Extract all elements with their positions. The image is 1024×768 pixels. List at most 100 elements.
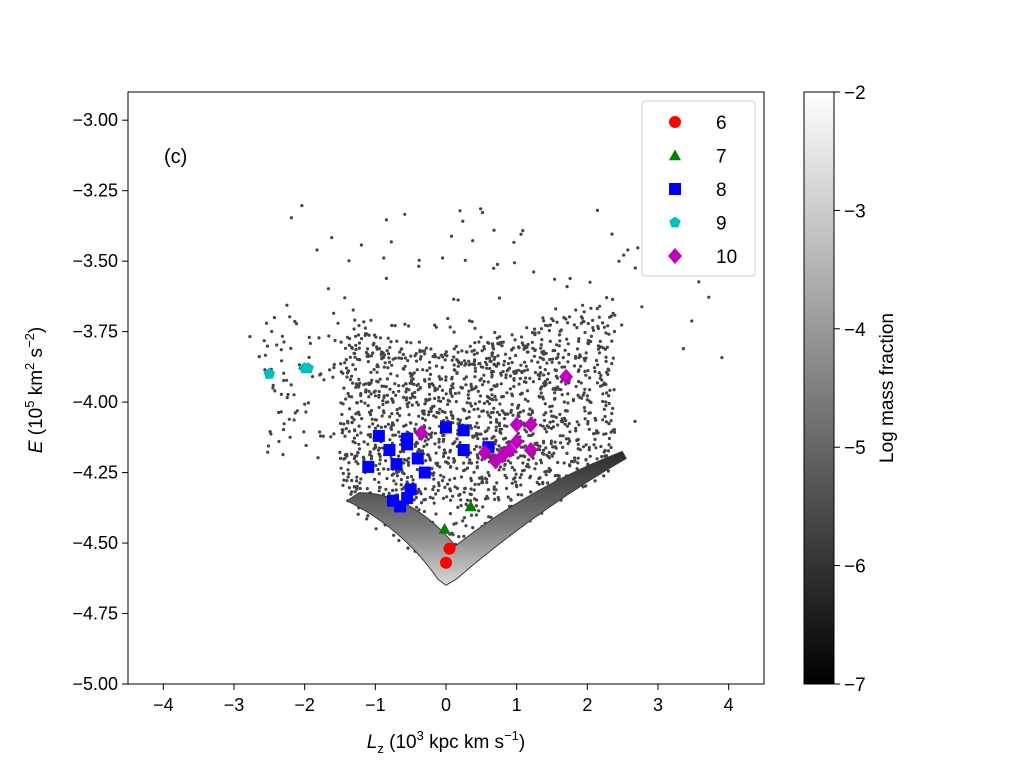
legend-marker-8 — [669, 183, 681, 195]
background-particle — [601, 392, 605, 396]
background-particle — [352, 436, 356, 440]
background-particle — [434, 512, 438, 516]
background-particle — [607, 332, 611, 336]
background-particle — [597, 315, 601, 319]
background-particle — [588, 411, 592, 415]
background-particle — [497, 413, 502, 417]
background-particle — [604, 359, 608, 363]
background-particle — [413, 444, 418, 448]
legend-box — [641, 100, 756, 277]
panel-label: (c) — [164, 146, 187, 168]
background-particle — [544, 411, 548, 415]
background-particle — [451, 494, 455, 498]
background-particle — [332, 362, 336, 367]
background-particle — [602, 407, 606, 411]
data-point-group-9 — [263, 367, 275, 379]
background-particle — [367, 425, 371, 429]
background-particle — [452, 522, 456, 526]
background-particle — [417, 487, 421, 491]
background-particle — [405, 402, 409, 406]
background-particle — [574, 429, 578, 433]
background-particle — [417, 414, 421, 418]
background-particle — [541, 424, 545, 428]
background-particle — [434, 325, 438, 329]
background-particle — [386, 336, 390, 340]
background-particle — [503, 352, 508, 356]
background-particle — [477, 400, 482, 404]
background-particle — [355, 487, 359, 491]
background-particle — [449, 392, 453, 396]
background-particle — [595, 381, 600, 385]
background-particle — [473, 402, 477, 406]
background-particle — [532, 354, 537, 358]
background-particle — [460, 349, 464, 353]
background-particle — [451, 421, 455, 425]
background-particle — [414, 505, 419, 509]
background-particle — [594, 358, 599, 363]
background-particle — [347, 259, 351, 263]
background-particle — [439, 473, 443, 477]
background-particle — [332, 432, 336, 436]
background-particle — [472, 359, 477, 363]
background-particle — [501, 370, 505, 374]
background-particle — [432, 485, 436, 489]
background-particle — [540, 338, 544, 342]
background-particle — [605, 391, 609, 395]
background-particle — [557, 387, 561, 391]
background-particle — [521, 229, 525, 233]
background-particle — [525, 368, 530, 372]
background-particle — [476, 407, 480, 411]
background-particle — [565, 451, 569, 455]
background-particle — [516, 456, 520, 460]
background-particle — [604, 331, 608, 335]
background-particle — [487, 413, 491, 417]
background-particle — [407, 388, 411, 392]
background-particle — [409, 354, 413, 358]
background-particle — [603, 347, 608, 351]
background-particle — [626, 248, 630, 252]
background-particle — [525, 326, 529, 330]
background-particle — [543, 402, 547, 406]
background-particle — [427, 377, 431, 381]
background-particle — [467, 359, 471, 363]
background-particle — [588, 454, 592, 458]
background-particle — [519, 445, 523, 449]
background-particle — [398, 406, 402, 410]
legend-label-10: 10 — [716, 247, 737, 268]
background-particle — [414, 496, 418, 500]
background-particle — [371, 422, 375, 426]
background-particle — [503, 473, 507, 477]
background-particle — [280, 334, 284, 338]
background-particle — [452, 441, 456, 445]
background-particle — [493, 442, 497, 446]
background-particle — [428, 458, 432, 462]
background-particle — [612, 388, 616, 392]
background-particle — [408, 421, 412, 425]
background-particle — [349, 492, 353, 496]
background-particle — [597, 351, 602, 355]
background-particle — [522, 347, 526, 351]
background-particle — [564, 409, 568, 413]
background-particle — [377, 347, 382, 351]
background-particle — [560, 417, 564, 421]
background-particle — [550, 454, 554, 458]
background-particle — [529, 490, 533, 494]
background-particle — [409, 474, 414, 479]
background-particle — [411, 395, 415, 399]
background-particle — [575, 420, 579, 424]
background-particle — [542, 373, 546, 377]
background-particle — [547, 450, 551, 455]
background-particle — [611, 428, 615, 432]
background-particle — [381, 399, 385, 403]
background-particle — [408, 381, 412, 385]
background-particle — [538, 365, 542, 369]
colorbar-tick-label: −6 — [844, 557, 866, 578]
background-particle — [553, 440, 557, 444]
background-particle — [550, 357, 555, 361]
background-particle — [594, 446, 598, 450]
background-particle — [415, 383, 419, 388]
background-particle — [280, 359, 284, 363]
background-particle — [354, 412, 358, 416]
background-particle — [610, 362, 614, 366]
background-particle — [340, 412, 344, 417]
